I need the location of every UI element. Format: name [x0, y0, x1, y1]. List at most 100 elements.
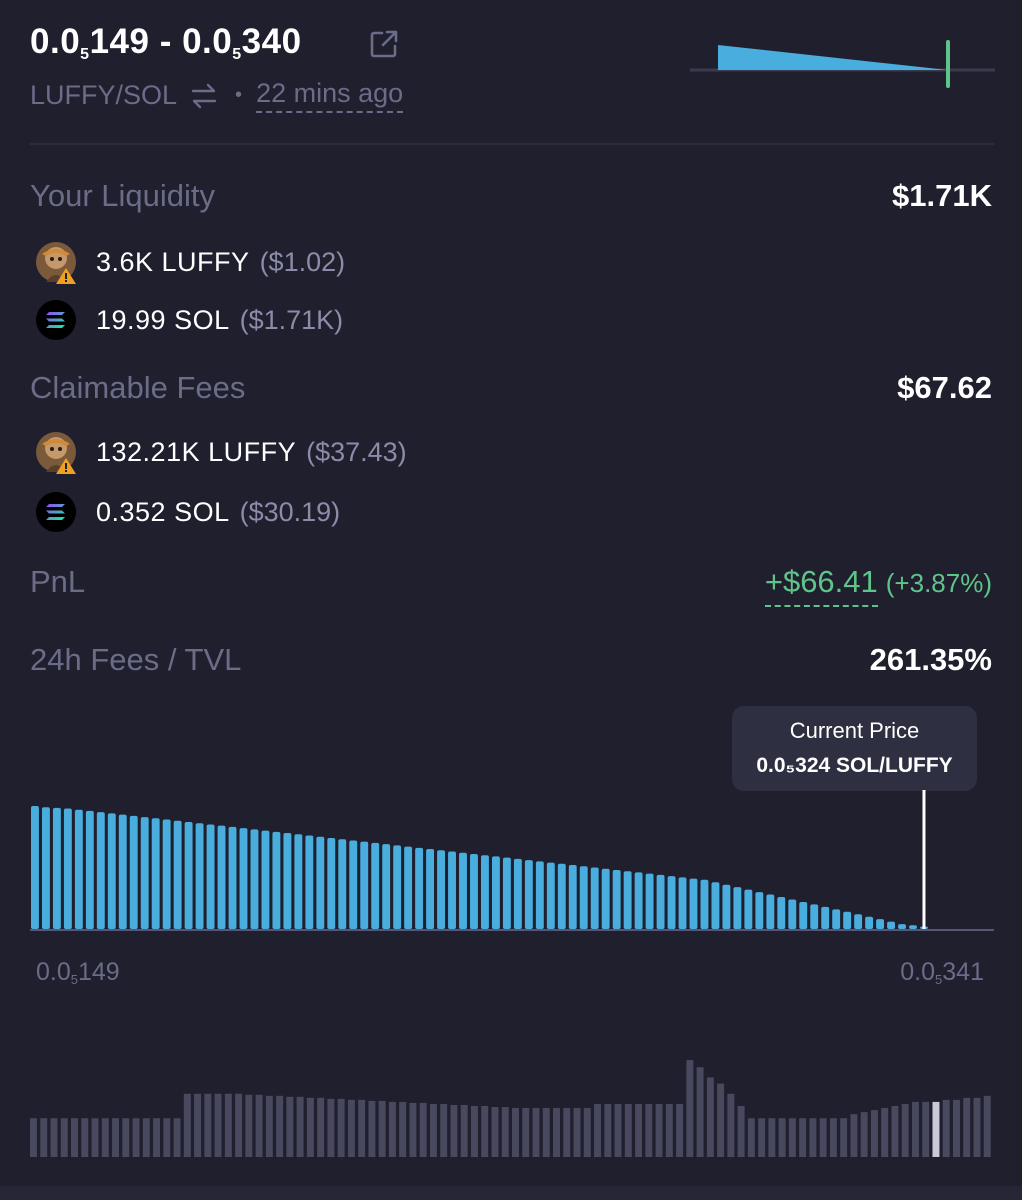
liquidity-bar[interactable] [491, 856, 500, 929]
volume-bar[interactable] [60, 1118, 68, 1157]
volume-bar-current[interactable] [932, 1101, 940, 1157]
liquidity-bar[interactable] [909, 925, 917, 929]
volume-bar[interactable] [799, 1118, 807, 1157]
liquidity-bar[interactable] [513, 858, 522, 929]
liquidity-bar[interactable] [206, 824, 215, 929]
volume-bar[interactable] [399, 1101, 407, 1157]
liquidity-bar[interactable] [371, 842, 380, 929]
liquidity-bar[interactable] [195, 823, 204, 929]
volume-bar[interactable] [378, 1100, 386, 1157]
liquidity-bar[interactable] [612, 869, 621, 929]
volume-bar[interactable] [963, 1097, 971, 1157]
liquidity-bar[interactable] [645, 873, 654, 929]
liquidity-bar[interactable] [700, 879, 709, 929]
volume-bar[interactable] [665, 1103, 673, 1157]
liquidity-bar[interactable] [865, 916, 874, 929]
volume-bar[interactable] [368, 1100, 376, 1157]
volume-bar[interactable] [717, 1083, 725, 1157]
liquidity-bar[interactable] [678, 877, 687, 929]
liquidity-bar[interactable] [887, 921, 895, 929]
liquidity-bar[interactable] [415, 847, 424, 929]
volume-bar[interactable] [132, 1118, 140, 1157]
volume-bar[interactable] [429, 1103, 437, 1157]
volume-bar[interactable] [573, 1108, 581, 1157]
liquidity-bar[interactable] [722, 884, 731, 929]
volume-bar[interactable] [604, 1103, 612, 1157]
liquidity-bar[interactable] [535, 861, 544, 929]
liquidity-bar[interactable] [470, 853, 478, 929]
volume-bar[interactable] [481, 1106, 489, 1157]
liquidity-bar[interactable] [777, 897, 786, 929]
liquidity-bar[interactable] [634, 872, 643, 929]
volume-bar[interactable] [122, 1118, 130, 1157]
liquidity-bar[interactable] [261, 830, 270, 929]
volume-bar[interactable] [470, 1106, 478, 1157]
liquidity-bar[interactable] [854, 914, 863, 929]
volume-bar[interactable] [840, 1118, 848, 1157]
liquidity-bar[interactable] [481, 855, 489, 929]
liquidity-bar[interactable] [579, 866, 588, 929]
swap-arrows-icon[interactable] [189, 81, 219, 111]
liquidity-bar[interactable] [810, 904, 819, 929]
volume-bar[interactable] [819, 1118, 827, 1157]
volume-bar[interactable] [645, 1103, 653, 1157]
volume-bar[interactable] [409, 1102, 417, 1157]
volume-bar[interactable] [758, 1118, 766, 1157]
volume-bar[interactable] [860, 1112, 868, 1157]
volume-bar[interactable] [388, 1101, 396, 1157]
liquidity-bar[interactable] [151, 818, 160, 929]
liquidity-bar[interactable] [898, 924, 906, 929]
volume-bar[interactable] [81, 1118, 89, 1157]
liquidity-bar[interactable] [689, 878, 698, 929]
pnl-value[interactable]: +$66.41 (+3.87%) [764, 564, 992, 607]
liquidity-bar[interactable] [766, 894, 775, 929]
volume-bar[interactable] [142, 1118, 150, 1157]
liquidity-bar[interactable] [140, 817, 149, 929]
liquidity-bar[interactable] [316, 836, 325, 929]
liquidity-bar[interactable] [118, 814, 127, 929]
volume-bar[interactable] [522, 1108, 530, 1157]
liquidity-bar[interactable] [129, 815, 138, 929]
volume-bar[interactable] [91, 1118, 99, 1157]
liquidity-bar[interactable] [272, 831, 281, 929]
liquidity-bar[interactable] [656, 874, 665, 929]
volume-bar[interactable] [727, 1093, 735, 1157]
volume-bar[interactable] [768, 1118, 776, 1157]
volume-bar[interactable] [358, 1099, 366, 1157]
volume-bar[interactable] [809, 1118, 817, 1157]
liquidity-bar[interactable] [41, 807, 50, 929]
liquidity-bar[interactable] [733, 887, 742, 929]
liquidity-bar[interactable] [31, 806, 39, 929]
volume-bar[interactable] [30, 1118, 37, 1157]
volume-bar[interactable] [542, 1108, 550, 1157]
volume-bar[interactable] [204, 1093, 212, 1157]
liquidity-bar[interactable] [459, 852, 467, 929]
volume-bar[interactable] [40, 1118, 48, 1157]
volume-bar[interactable] [850, 1114, 858, 1157]
volume-bar[interactable] [153, 1118, 161, 1157]
volume-bar[interactable] [563, 1108, 571, 1157]
volume-bar[interactable] [829, 1118, 837, 1157]
liquidity-bar[interactable] [107, 813, 116, 929]
volume-chart[interactable] [30, 1055, 994, 1157]
volume-bar[interactable] [594, 1103, 602, 1157]
liquidity-bar[interactable] [85, 810, 94, 929]
volume-bar[interactable] [532, 1108, 540, 1157]
liquidity-bar[interactable] [349, 840, 358, 929]
volume-bar[interactable] [973, 1097, 981, 1157]
volume-bar[interactable] [173, 1118, 181, 1157]
volume-bar[interactable] [778, 1118, 786, 1157]
liquidity-bar[interactable] [338, 839, 347, 929]
liquidity-bar[interactable] [393, 845, 402, 929]
volume-bar[interactable] [870, 1110, 878, 1157]
volume-bar[interactable] [183, 1093, 191, 1157]
liquidity-bar[interactable] [502, 857, 511, 929]
liquidity-bar[interactable] [217, 825, 226, 929]
volume-bar[interactable] [419, 1102, 427, 1157]
liquidity-bar[interactable] [788, 899, 797, 929]
liquidity-bar[interactable] [404, 846, 413, 929]
liquidity-bar[interactable] [557, 863, 566, 929]
liquidity-bar[interactable] [821, 906, 830, 929]
liquidity-bar[interactable] [623, 871, 632, 929]
volume-bar[interactable] [265, 1095, 273, 1157]
